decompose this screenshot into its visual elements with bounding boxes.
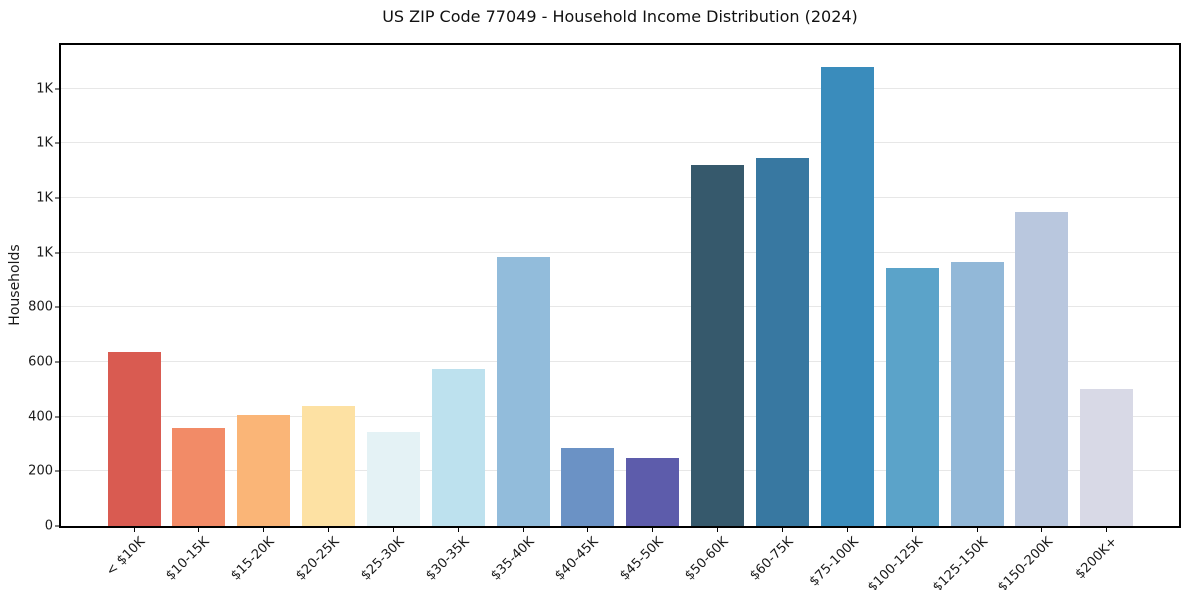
bar [950, 262, 1004, 526]
x-tick-mark [457, 528, 459, 532]
gridline [61, 415, 1179, 417]
y-tick-label: 800 [28, 299, 53, 315]
gridline [61, 87, 1179, 89]
x-tick-mark [263, 528, 265, 532]
y-tick-label: 1K [36, 190, 53, 206]
plot-area [59, 43, 1181, 528]
x-tick-label: $40-45K [552, 534, 602, 584]
x-tick-label: $50-60K [682, 534, 732, 584]
x-tick-mark [1106, 528, 1108, 532]
gridline [61, 142, 1179, 144]
bar [107, 352, 161, 526]
gridline [61, 251, 1179, 253]
y-tick-label: 0 [44, 518, 53, 534]
x-tick-mark [198, 528, 200, 532]
y-tick-label: 600 [28, 354, 53, 370]
x-tick-label: $60-75K [747, 534, 797, 584]
bar [1080, 389, 1134, 526]
x-tick-mark [392, 528, 394, 532]
bar [626, 457, 680, 526]
bar [237, 415, 291, 526]
x-tick-mark [782, 528, 783, 532]
x-tick-label: $75-100K [806, 534, 862, 590]
x-tick-label: $150-200K [994, 534, 1056, 590]
y-tick-label: 200 [28, 463, 53, 479]
x-tick-label: $10-15K [163, 534, 213, 584]
gridline [61, 361, 1179, 363]
bar [302, 405, 356, 526]
x-tick-mark [328, 528, 330, 532]
gridline [61, 197, 1179, 199]
y-tick-label: 1K [36, 245, 53, 261]
gridline [61, 306, 1179, 308]
x-tick-label: $45-50K [617, 534, 667, 584]
bar [691, 165, 745, 526]
y-tick-label: 400 [28, 409, 53, 425]
gridline [61, 470, 1179, 472]
y-tick-mark [55, 197, 59, 199]
x-tick-mark [587, 528, 589, 532]
y-tick-mark [55, 306, 59, 308]
x-tick-mark [976, 528, 978, 532]
bar [820, 66, 874, 526]
y-tick-mark [55, 252, 59, 254]
x-tick-label: $30-35K [422, 534, 473, 584]
y-tick-mark [55, 361, 59, 363]
y-tick-mark [55, 142, 59, 144]
bar [366, 431, 420, 526]
x-tick-mark [717, 528, 719, 532]
y-tick-label: 1K [36, 81, 53, 97]
y-tick-label: 1K [36, 135, 53, 151]
x-tick-label: $35-40K [487, 534, 538, 584]
x-tick-label: $200K+ [1072, 534, 1121, 583]
x-tick-label: < $10K [103, 534, 148, 580]
x-tick-mark [1041, 528, 1043, 532]
bar [431, 368, 485, 526]
x-tick-label: $100-125K [865, 534, 927, 590]
bar [1015, 211, 1069, 526]
x-tick-mark [652, 528, 654, 532]
y-tick-mark [55, 470, 59, 472]
x-tick-mark [911, 528, 913, 532]
y-tick-mark [55, 416, 59, 418]
x-tick-mark [846, 528, 848, 532]
x-tick-mark [133, 528, 135, 532]
x-tick-label: $15-20K [228, 534, 278, 584]
chart-title: US ZIP Code 77049 - Household Income Dis… [382, 7, 858, 26]
bar [172, 427, 226, 526]
x-tick-mark [522, 528, 524, 532]
bar [561, 448, 615, 526]
bar [885, 267, 939, 526]
x-tick-label: $125-150K [930, 534, 991, 590]
x-tick-label: $25-30K [358, 534, 408, 584]
bar [756, 158, 809, 526]
y-tick-mark [55, 525, 59, 527]
y-tick-mark [55, 88, 59, 90]
bar [496, 256, 550, 526]
x-tick-label: $20-25K [293, 534, 343, 584]
